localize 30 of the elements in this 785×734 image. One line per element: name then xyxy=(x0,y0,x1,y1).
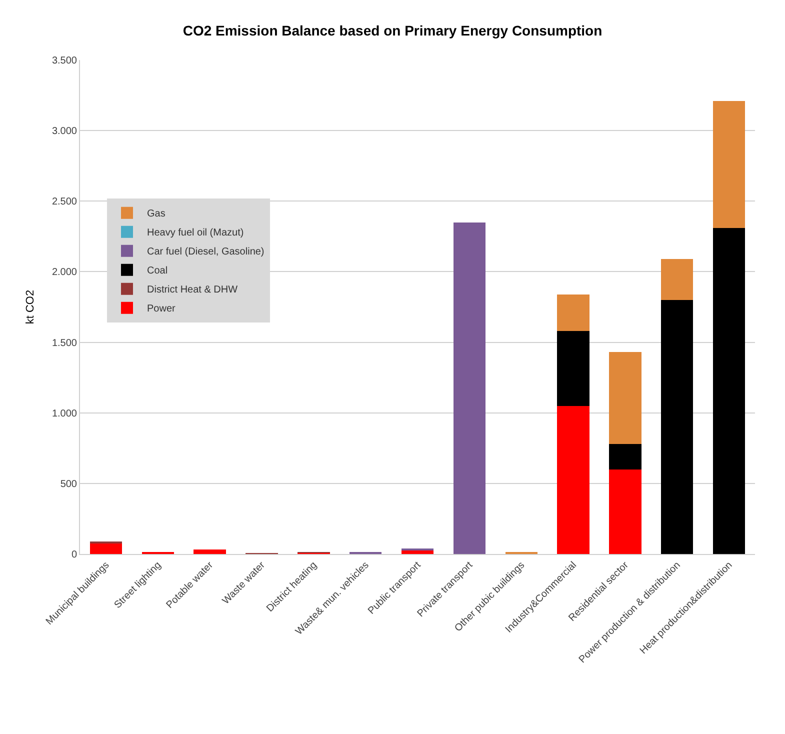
legend-label: Coal xyxy=(147,266,168,277)
bar xyxy=(557,294,590,331)
bar xyxy=(609,444,642,470)
bar xyxy=(557,406,590,554)
y-tick-label: 2.500 xyxy=(52,196,78,208)
bar xyxy=(712,100,746,228)
legend-label: District Heat & DHW xyxy=(147,284,238,296)
bar xyxy=(609,352,642,444)
legend-label: Gas xyxy=(147,208,166,220)
bar xyxy=(401,550,434,554)
bar xyxy=(661,259,694,300)
y-tick-label: 3.500 xyxy=(52,56,78,66)
y-tick-label: 500 xyxy=(60,478,78,490)
y-tick-label: 1.500 xyxy=(52,338,78,349)
legend-label: Power xyxy=(147,304,176,315)
bar xyxy=(661,300,694,554)
chart-title: CO2 Emission Balance based on Primary Energy Consumption xyxy=(182,22,602,38)
bar xyxy=(90,543,122,554)
bar xyxy=(609,469,642,554)
bar xyxy=(453,222,486,554)
y-tick-label: 0 xyxy=(71,550,78,560)
y-tick-label: 2.000 xyxy=(52,267,78,278)
y-tick-label: 1.000 xyxy=(52,408,78,420)
bar xyxy=(557,330,590,406)
legend-label: Car fuel (Diesel, Gasoline) xyxy=(147,246,264,258)
legend-label: Heavy fuel oil (Mazut) xyxy=(147,228,244,239)
y-tick-label: 3.000 xyxy=(52,126,78,138)
y-axis-title: kt CO2 xyxy=(24,290,37,324)
bar xyxy=(194,549,226,554)
bar xyxy=(712,228,746,554)
